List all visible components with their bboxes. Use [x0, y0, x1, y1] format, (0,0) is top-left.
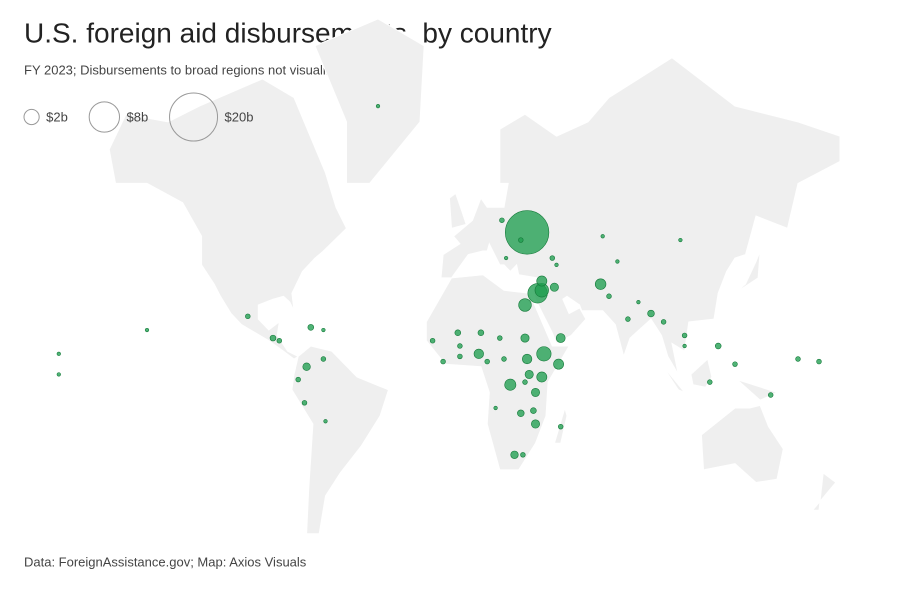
- subtitle: FY 2023; Disbursements to broad regions …: [24, 62, 347, 77]
- aid-bubble: [606, 293, 612, 299]
- aid-bubble: [375, 104, 381, 109]
- aid-bubble: [307, 324, 315, 331]
- aid-bubble: [473, 348, 484, 359]
- source: Data: ForeignAssistance.gov; Map: Axios …: [24, 554, 307, 569]
- aid-bubble: [321, 327, 326, 333]
- aid-bubble: [510, 450, 519, 459]
- aid-bubble: [682, 343, 687, 349]
- landmass: [314, 18, 425, 184]
- aid-bubble: [594, 278, 607, 290]
- aid-bubble: [554, 262, 559, 267]
- aid-bubble: [484, 358, 490, 365]
- aid-bubble: [647, 309, 655, 318]
- aid-bubble: [600, 234, 605, 239]
- aid-bubble: [615, 259, 620, 264]
- aid-bubble: [518, 237, 524, 243]
- aid-bubble: [493, 405, 498, 411]
- aid-bubble: [454, 329, 462, 336]
- legend-label: $8b: [127, 109, 149, 124]
- aid-bubble: [678, 237, 683, 243]
- aid-bubble: [497, 335, 503, 341]
- aid-bubble: [524, 369, 534, 379]
- landmass: [811, 472, 837, 511]
- landmass: [448, 192, 467, 230]
- aid-bubble: [504, 255, 509, 261]
- aid-bubble: [499, 217, 505, 223]
- aid-bubble: [732, 361, 738, 367]
- landmass: [661, 363, 685, 393]
- aid-bubble: [457, 343, 463, 349]
- aid-bubble: [707, 379, 713, 385]
- aid-bubble: [816, 358, 822, 365]
- aid-bubble: [795, 356, 801, 362]
- aid-bubble: [505, 210, 550, 255]
- aid-bubble: [269, 334, 277, 342]
- landmass: [108, 78, 348, 360]
- aid-bubble: [144, 327, 150, 333]
- aid-bubble: [302, 362, 311, 371]
- aid-bubble: [440, 358, 446, 365]
- aid-bubble: [295, 376, 301, 383]
- aid-bubble: [429, 338, 436, 344]
- aid-bubble: [536, 371, 548, 383]
- aid-bubble: [636, 300, 641, 305]
- aid-bubble: [557, 423, 564, 430]
- aid-bubble: [536, 275, 548, 287]
- aid-bubble: [555, 333, 566, 343]
- bubbles: [56, 104, 822, 459]
- aid-bubble: [714, 342, 722, 350]
- landmass: [700, 404, 784, 484]
- aid-bubble: [504, 378, 517, 391]
- aid-bubble: [530, 407, 537, 414]
- aid-bubble: [549, 282, 559, 292]
- land: [108, 18, 841, 535]
- legend-circle: [23, 108, 40, 126]
- aid-bubble: [457, 353, 463, 360]
- aid-bubble: [536, 346, 552, 362]
- aid-bubble: [276, 338, 282, 344]
- aid-bubble: [681, 332, 688, 339]
- aid-bubble: [501, 356, 507, 362]
- aid-bubble: [245, 313, 251, 320]
- aid-bubble: [531, 419, 540, 429]
- legend: $2b $8b $20b: [23, 92, 254, 142]
- aid-bubble: [553, 358, 564, 370]
- landmass: [291, 345, 390, 535]
- aid-bubble: [531, 387, 540, 397]
- aid-bubble: [56, 372, 61, 377]
- legend-label: $2b: [46, 109, 68, 124]
- aid-bubble: [625, 316, 631, 322]
- aid-bubble: [549, 255, 555, 261]
- aid-bubble: [320, 356, 327, 362]
- aid-bubble: [520, 333, 530, 343]
- aid-bubble: [323, 419, 328, 424]
- aid-bubble: [660, 319, 667, 325]
- aid-bubble: [56, 351, 61, 356]
- aid-bubble: [520, 452, 526, 458]
- title: U.S. foreign aid disbursements, by count…: [24, 17, 552, 48]
- aid-bubble: [767, 392, 774, 398]
- landmass: [734, 250, 761, 294]
- aid-bubble: [301, 400, 308, 406]
- aid-bubble: [521, 353, 533, 365]
- legend-circle: [169, 92, 219, 142]
- legend-label: $20b: [225, 109, 254, 124]
- aid-bubble: [517, 409, 525, 417]
- aid-bubble: [518, 298, 532, 312]
- legend-circle: [88, 101, 121, 133]
- aid-bubble: [522, 379, 528, 385]
- aid-bubble: [477, 329, 485, 336]
